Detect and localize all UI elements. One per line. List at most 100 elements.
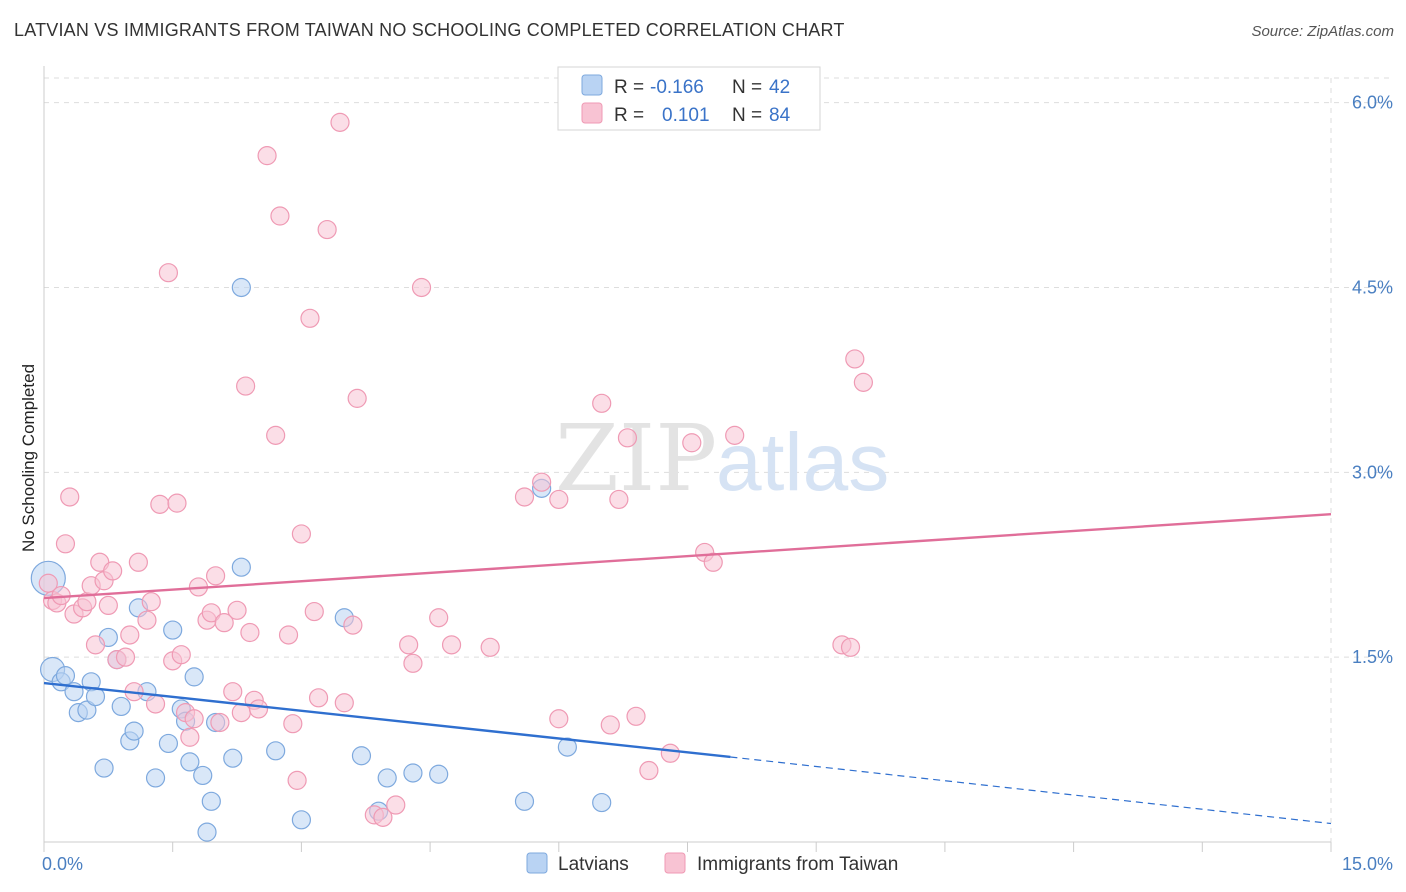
latvians-point-22 xyxy=(180,752,200,772)
legend-swatch-latvians xyxy=(581,74,603,96)
taiwan-point-44 xyxy=(257,146,277,166)
taiwan-point-86 xyxy=(853,372,873,392)
taiwan-point-38 xyxy=(227,600,247,620)
watermark-atlas: atlas xyxy=(716,417,889,508)
latvians-point-23 xyxy=(184,667,204,687)
taiwan-point-78 xyxy=(660,743,680,763)
stats-legend: R = -0.166 N = 42 R = 0.101 N = 84 xyxy=(557,66,821,131)
taiwan-point-10 xyxy=(85,635,106,655)
latvians-point-31 xyxy=(266,741,286,761)
trend-lines xyxy=(43,513,1332,825)
taiwan-point-82 xyxy=(725,425,745,445)
x-tick-label-0: 0.0% xyxy=(42,854,83,874)
taiwan-point-50 xyxy=(291,524,311,544)
taiwan-point-24 xyxy=(158,263,179,283)
taiwan-point-5 xyxy=(60,487,80,507)
taiwan-point-55 xyxy=(330,112,350,132)
taiwan-point-49 xyxy=(287,770,307,790)
taiwan-point-74 xyxy=(609,489,629,510)
trend-line-latvians-extension xyxy=(730,756,1332,825)
taiwan-point-56 xyxy=(334,693,354,713)
latvians-point-42 xyxy=(592,792,612,813)
bottom-legend-swatch-latvians xyxy=(526,852,548,874)
latvians-point-38 xyxy=(429,764,449,784)
taiwan-point-14 xyxy=(103,561,123,581)
taiwan-point-27 xyxy=(171,645,191,665)
taiwan-point-68 xyxy=(514,487,535,507)
taiwan-point-71 xyxy=(549,709,569,729)
latvians-point-39 xyxy=(514,791,535,811)
taiwan-point-60 xyxy=(373,807,393,827)
x-tick-label-1: 15.0% xyxy=(1342,854,1393,874)
taiwan-point-52 xyxy=(304,601,324,622)
taiwan-point-85 xyxy=(845,349,865,369)
taiwan-point-13 xyxy=(98,595,118,616)
taiwan-point-29 xyxy=(180,727,200,747)
latvians-point-25 xyxy=(197,822,217,842)
latvians-point-30 xyxy=(231,557,251,577)
trend-line-taiwan xyxy=(43,513,1332,600)
legend-r-label-2: R = xyxy=(614,105,644,126)
legend-r-value-1: -0.166 xyxy=(650,77,704,98)
taiwan-point-79 xyxy=(682,433,702,453)
bottom-legend-swatch-taiwan xyxy=(664,852,686,874)
taiwan-point-37 xyxy=(223,682,243,702)
latvians-point-18 xyxy=(158,733,179,754)
taiwan-point-72 xyxy=(592,393,612,413)
taiwan-point-76 xyxy=(626,706,646,726)
taiwan-point-69 xyxy=(532,472,552,492)
taiwan-point-61 xyxy=(386,795,406,815)
legend-n-label-1: N = xyxy=(732,77,762,98)
taiwan-point-35 xyxy=(210,712,230,733)
taiwan-point-34 xyxy=(206,566,226,586)
latvians-point-3 xyxy=(55,666,76,686)
taiwan-point-48 xyxy=(283,714,303,734)
latvians-point-37 xyxy=(403,763,423,783)
legend-r-label-1: R = xyxy=(614,77,644,98)
taiwan-point-36 xyxy=(214,613,234,633)
taiwan-point-16 xyxy=(115,647,136,667)
latvians-point-12 xyxy=(111,696,131,717)
taiwan-point-40 xyxy=(236,376,256,396)
taiwan-point-70 xyxy=(549,489,569,510)
latvians-point-24 xyxy=(193,765,213,786)
axes xyxy=(43,66,1332,852)
latvians-point-36 xyxy=(377,768,397,788)
latvians-point-9 xyxy=(94,758,114,778)
taiwan-point-47 xyxy=(278,625,299,645)
taiwan-point-53 xyxy=(308,688,329,708)
taiwan-point-63 xyxy=(403,653,423,673)
latvians-point-17 xyxy=(145,768,166,788)
taiwan-point-33 xyxy=(201,603,221,623)
taiwan-point-58 xyxy=(347,388,367,408)
taiwan-point-17 xyxy=(120,625,140,645)
legend-n-value-1: 42 xyxy=(769,77,790,98)
y-axis-label: No Schooling Completed xyxy=(19,364,38,552)
y-tick-label-1: 3.0% xyxy=(1352,462,1393,482)
chart-title: LATVIAN VS IMMIGRANTS FROM TAIWAN NO SCH… xyxy=(14,20,845,40)
taiwan-point-77 xyxy=(639,760,659,781)
latvians-point-28 xyxy=(223,748,243,768)
taiwan-point-54 xyxy=(317,219,337,240)
legend-r-value-2: 0.101 xyxy=(662,105,710,126)
taiwan-point-67 xyxy=(480,637,500,657)
taiwan-point-45 xyxy=(266,425,286,445)
taiwan-point-75 xyxy=(617,428,638,448)
latvians-point-19 xyxy=(163,620,183,640)
taiwan-point-65 xyxy=(429,608,449,628)
y-tick-label-3: 6.0% xyxy=(1352,93,1393,113)
latvians-point-41 xyxy=(557,737,577,757)
watermark: ZIP atlas xyxy=(555,405,889,512)
trend-line-latvians xyxy=(43,681,731,759)
taiwan-point-73 xyxy=(600,715,620,735)
bottom-legend-latvians: Latvians xyxy=(558,854,629,875)
taiwan-point-19 xyxy=(128,552,148,572)
y-tick-label-0: 1.5% xyxy=(1352,647,1393,667)
grid-lines xyxy=(44,77,1392,842)
taiwan-point-26 xyxy=(167,493,187,513)
taiwan-point-4 xyxy=(55,534,76,554)
latvians-point-29 xyxy=(231,277,251,298)
taiwan-point-57 xyxy=(343,615,363,635)
series-legend: Latvians Immigrants from Taiwan xyxy=(526,852,898,875)
